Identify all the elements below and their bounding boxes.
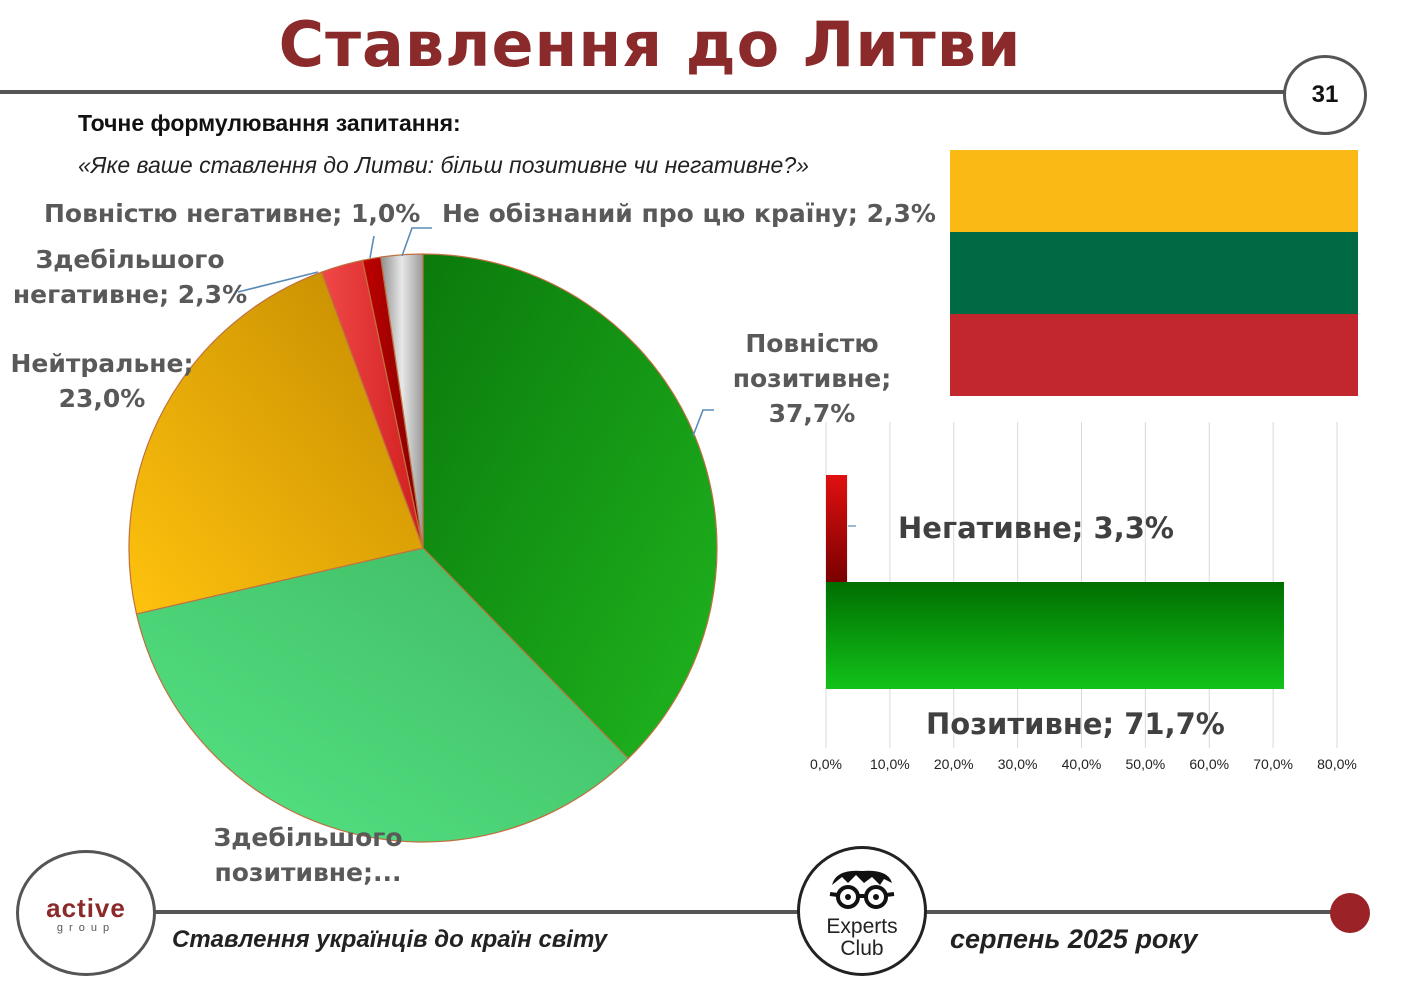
pie-label-3: Нейтральне; 23,0%	[11, 349, 194, 413]
flag-stripe-red	[950, 314, 1358, 396]
page-title: Ставлення до Литви	[278, 8, 1022, 81]
active-logo-sub: group	[56, 922, 116, 934]
experts-logo-text: Experts Club	[800, 916, 924, 960]
pie-label-4: Здебільшого негативне; 2,3%	[13, 245, 247, 309]
active-group-logo: active group	[16, 850, 156, 976]
page-number: 31	[1311, 81, 1339, 108]
flag-stripe-green	[950, 232, 1358, 314]
title-divider	[0, 90, 1285, 94]
experts-club-logo: Experts Club	[797, 846, 927, 976]
footer-left-text: Ставлення українців до країн світу	[172, 926, 608, 953]
red-dot-decoration	[1330, 893, 1370, 933]
bar-1	[826, 475, 848, 582]
x-tick-label: 30,0%	[998, 756, 1038, 772]
pie-leader-line-4	[401, 227, 432, 257]
experts-logo-line1: Experts	[826, 915, 898, 938]
x-tick-label: 10,0%	[870, 756, 910, 772]
question-label: Точне формулювання запитання:	[78, 110, 461, 136]
footer-date: серпень 2025 року	[950, 924, 1198, 954]
flag-stripe-yellow	[950, 150, 1358, 232]
pie-slice-3	[128, 271, 424, 615]
x-tick-label: 20,0%	[934, 756, 974, 772]
experts-logo-line2: Club	[840, 937, 884, 960]
bar-2	[826, 582, 1284, 689]
pie-leader-line-3	[369, 235, 375, 259]
question-text: «Яке ваше ставлення до Литви: більш пози…	[78, 152, 809, 178]
pie-leader-line-1	[692, 409, 714, 437]
x-tick-label: 40,0%	[1062, 756, 1102, 772]
pie-slice-2	[135, 547, 630, 843]
x-tick-label: 60,0%	[1189, 756, 1229, 772]
pie-slice-1	[422, 253, 718, 760]
x-tick-label: 50,0%	[1126, 756, 1166, 772]
pie-label-1: Повністю позитивне; 37,7%	[733, 329, 892, 428]
pie-label-6: Не обізнаний про цю країну; 2,3%	[442, 199, 936, 228]
pie-leader-line-2	[237, 271, 319, 293]
glasses-face-icon	[829, 870, 895, 909]
active-logo-word: active	[46, 893, 126, 923]
page-number-badge: 31	[1283, 55, 1367, 135]
lithuania-flag	[950, 150, 1358, 396]
x-tick-label: 0,0%	[810, 756, 842, 772]
footer-divider	[150, 910, 1335, 914]
x-tick-label: 70,0%	[1253, 756, 1293, 772]
pie-label-2: Здебільшого позитивне;...	[213, 823, 402, 887]
pie-label-5: Повністю негативне; 1,0%	[44, 199, 420, 228]
bar-data-label-2: Позитивне; 71,7%	[926, 707, 1225, 741]
x-tick-label: 80,0%	[1317, 756, 1357, 772]
bar-data-label-1: Негативне; 3,3%	[898, 511, 1174, 545]
